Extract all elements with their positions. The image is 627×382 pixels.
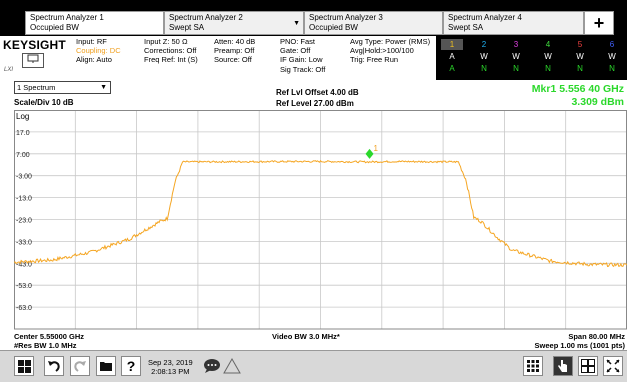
trace-3-type[interactable]: W xyxy=(512,52,520,61)
marker-amplitude: 3.309 dBm xyxy=(571,96,624,108)
message-icon[interactable] xyxy=(203,358,221,379)
marker-1-label: 1 xyxy=(374,144,379,153)
pno-settings[interactable]: PNO: Fast Gate: Off IF Gain: Low Sig Tra… xyxy=(280,37,326,74)
y-tick-label: 17.0 xyxy=(16,130,30,137)
trace-1-number[interactable]: 1 xyxy=(449,40,455,49)
windows-icon xyxy=(17,359,31,373)
tab-spectrum-analyzer-4[interactable]: Spectrum Analyzer 4 Swept SA xyxy=(443,11,584,35)
undo-icon xyxy=(48,361,60,372)
touch-button[interactable] xyxy=(553,356,573,376)
sweep-time[interactable]: Sweep 1.00 ms (1001 pts) xyxy=(534,341,625,350)
y-tick-label: -33.0 xyxy=(16,239,32,246)
scale-per-div: Scale/Div 10 dB xyxy=(14,98,74,107)
tab-title: Spectrum Analyzer 4 xyxy=(448,13,522,22)
trace-1-highlight xyxy=(441,39,463,50)
trace-3-detector[interactable]: N xyxy=(513,64,519,73)
keysight-logo: KEYSIGHT xyxy=(3,38,66,52)
trace-5-type[interactable]: W xyxy=(576,52,584,61)
display-toggle-button[interactable] xyxy=(22,53,44,68)
average-settings[interactable]: Avg Type: Power (RMS) Avg|Hold:>100/100 … xyxy=(350,37,431,65)
y-tick-label: -3.00 xyxy=(16,174,32,181)
trace-4-number[interactable]: 4 xyxy=(545,40,551,49)
resolution-bandwidth[interactable]: #Res BW 1.0 MHz xyxy=(14,341,77,350)
center-frequency[interactable]: Center 5.55000 GHz xyxy=(14,332,85,341)
undo-button[interactable] xyxy=(44,356,64,376)
tab-title: Spectrum Analyzer 1 xyxy=(30,13,104,22)
trace-2-number[interactable]: 2 xyxy=(481,40,487,49)
tab-measurement: Occupied BW xyxy=(30,23,79,32)
question-mark-icon: ? xyxy=(126,358,136,374)
trace-3-number[interactable]: 3 xyxy=(513,40,519,49)
trace-1-detector[interactable]: A xyxy=(449,64,455,73)
maximize-button[interactable] xyxy=(603,356,623,376)
tab-title: Spectrum Analyzer 3 xyxy=(309,13,383,22)
redo-button[interactable] xyxy=(70,356,90,376)
keypad-icon xyxy=(527,360,539,372)
start-button[interactable] xyxy=(14,356,34,376)
keypad-button[interactable] xyxy=(523,356,543,376)
monitor-icon xyxy=(27,54,39,63)
warning-icon[interactable] xyxy=(223,357,241,379)
span[interactable]: Span 80.00 MHz xyxy=(568,332,625,341)
trace-2-detector[interactable]: N xyxy=(481,64,487,73)
trace-4-detector[interactable]: N xyxy=(545,64,551,73)
marker-frequency: Mkr1 5.556 40 GHz xyxy=(531,83,624,95)
redo-icon xyxy=(74,361,86,372)
window-select-dropdown[interactable]: 1 Spectrum ▼ xyxy=(14,81,111,94)
tab-spectrum-analyzer-1[interactable]: Spectrum Analyzer 1 Occupied BW xyxy=(25,11,164,35)
help-button[interactable]: ? xyxy=(121,356,141,376)
tab-measurement: Occupied BW xyxy=(309,23,358,32)
tab-spectrum-analyzer-3[interactable]: Spectrum Analyzer 3 Occupied BW xyxy=(304,11,443,35)
clock: Sep 23, 2019 2:08:13 PM xyxy=(148,358,193,376)
y-tick-label: 7.00 xyxy=(16,152,30,159)
expand-arrows-icon xyxy=(606,359,620,373)
marker-1-diamond[interactable] xyxy=(365,148,374,159)
input-impedance-settings[interactable]: Input Z: 50 Ω Corrections: Off Freq Ref:… xyxy=(144,37,198,65)
tab-measurement: Swept SA xyxy=(448,23,484,32)
y-tick-label: -13.0 xyxy=(16,196,32,203)
dropdown-arrow-icon[interactable]: ▼ xyxy=(293,20,300,27)
trace-5-detector[interactable]: N xyxy=(577,64,583,73)
window-select-value: 1 Spectrum xyxy=(17,83,56,92)
clock-date: Sep 23, 2019 xyxy=(148,358,193,367)
trace-6-type[interactable]: W xyxy=(608,52,616,61)
y-tick-label: -43.0 xyxy=(16,261,32,268)
add-tab-button[interactable]: + xyxy=(584,11,614,35)
input-settings[interactable]: Input: RF Coupling: DC Align: Auto xyxy=(76,37,121,65)
taskbar: ? Sep 23, 2019 2:08:13 PM xyxy=(0,350,627,382)
trace-6-detector[interactable]: N xyxy=(609,64,615,73)
window-header: 1 Spectrum ▼ Scale/Div 10 dB Ref Lvl Off… xyxy=(0,80,627,110)
ref-level-offset: Ref Lvl Offset 4.00 dB xyxy=(276,88,359,97)
trace-1-line xyxy=(14,160,627,268)
file-button[interactable] xyxy=(96,356,116,376)
attenuation-settings[interactable]: Atten: 40 dB Preamp: Off Source: Off xyxy=(214,37,256,65)
lxi-logo: LXI xyxy=(4,67,14,73)
y-tick-label: -53.0 xyxy=(16,283,32,290)
hand-pointer-icon xyxy=(558,360,567,372)
multi-window-button[interactable] xyxy=(578,356,598,376)
video-bandwidth[interactable]: Video BW 3.0 MHz* xyxy=(272,332,340,341)
tab-measurement: Swept SA xyxy=(169,23,205,32)
tab-title: Spectrum Analyzer 2 xyxy=(169,13,243,22)
trace-6-number[interactable]: 6 xyxy=(609,40,615,49)
trace-2-type[interactable]: W xyxy=(480,52,488,61)
trace-5-number[interactable]: 5 xyxy=(577,40,583,49)
log-scale-label: Log xyxy=(16,112,29,121)
y-axis-ticks: 17.0 7.00 -3.00 -13.0 -23.0 -33.0 -43.0 -53.0 -6… xyxy=(16,130,32,312)
chevron-down-icon: ▼ xyxy=(100,84,107,91)
spectrum-plot[interactable]: 17.0 7.00 -3.00 -13.0 -23.0 -33.0 -43.0 -53.0 -6… xyxy=(14,110,627,330)
tab-spectrum-analyzer-2[interactable]: Spectrum Analyzer 2 Swept SA ▼ xyxy=(164,11,304,35)
mode-tab-bar: Spectrum Analyzer 1 Occupied BW Spectrum… xyxy=(0,0,627,36)
grid-windows-icon xyxy=(581,359,595,373)
trace-1-type[interactable]: A xyxy=(449,52,455,61)
trace-4-type[interactable]: W xyxy=(544,52,552,61)
y-tick-label: -63.0 xyxy=(16,305,32,312)
clock-time: 2:08:13 PM xyxy=(151,367,190,376)
ref-level: Ref Level 27.00 dBm xyxy=(276,99,354,108)
folder-icon xyxy=(100,362,112,371)
y-tick-label: -23.0 xyxy=(16,218,32,225)
